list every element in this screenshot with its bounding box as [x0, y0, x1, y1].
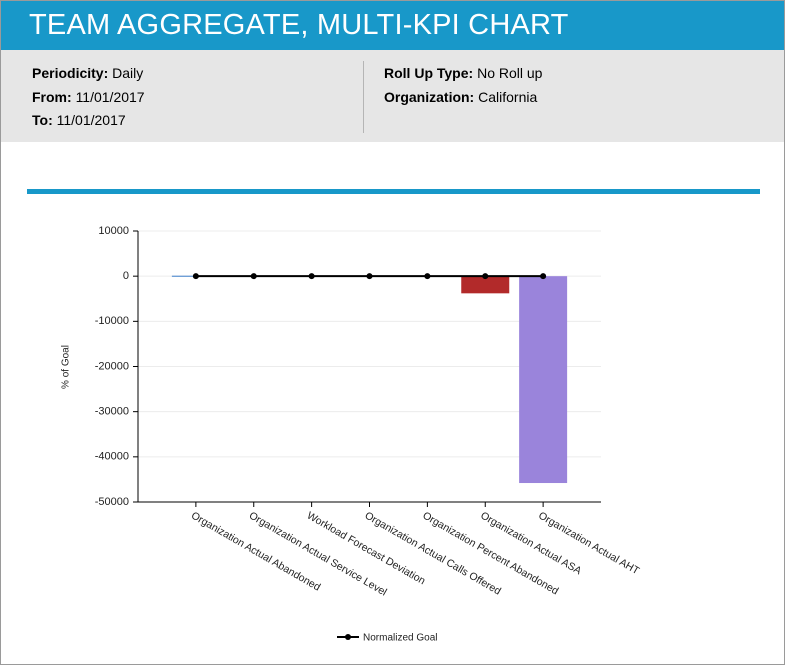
info-left: Periodicity: Daily From: 11/01/2017 To: … [32, 62, 145, 133]
info-row: Organization: California [384, 86, 542, 110]
info-value: California [478, 88, 538, 105]
line-point [366, 273, 373, 280]
info-value: 11/01/2017 [75, 88, 145, 105]
y-tick-label: -20000 [95, 360, 129, 372]
bar [461, 276, 510, 294]
section-rule [27, 189, 760, 194]
info-value: Daily [112, 65, 144, 81]
y-tick-label: -40000 [95, 451, 129, 463]
info-value: 11/01/2017 [56, 112, 126, 128]
line-point [250, 273, 257, 280]
info-row: To: 11/01/2017 [32, 109, 145, 133]
line-point [540, 273, 547, 280]
y-axis-label: % of Goal [61, 345, 72, 389]
y-tick-label: 0 [123, 270, 129, 282]
info-row: Roll Up Type: No Roll up [384, 62, 542, 86]
info-panel: Periodicity: Daily From: 11/01/2017 To: … [1, 50, 784, 142]
y-tick-label: -50000 [95, 496, 129, 508]
x-tick-label: Organization Actual ASA [478, 510, 583, 578]
bar [519, 276, 568, 484]
info-label: Periodicity: [32, 65, 109, 81]
title-bar: TEAM AGGREGATE, MULTI-KPI CHART [1, 1, 784, 50]
divider [363, 61, 364, 133]
info-label: From: [32, 88, 72, 105]
legend-label: Normalized Goal [363, 633, 437, 644]
info-label: Roll Up Type: [384, 65, 474, 81]
y-tick-label: -30000 [95, 406, 129, 418]
info-label: Organization: [384, 88, 475, 105]
info-right: Roll Up Type: No Roll up Organization: C… [384, 62, 542, 109]
report-title: TEAM AGGREGATE, MULTI-KPI CHART [29, 9, 569, 41]
info-row: From: 11/01/2017 [32, 86, 145, 110]
legend-marker [345, 634, 351, 640]
line-point [308, 273, 315, 280]
line-point [424, 273, 431, 280]
line-point [192, 273, 199, 280]
y-tick-label: 10000 [98, 225, 129, 237]
x-tick-label: Organization Actual AHT [536, 510, 642, 578]
info-value: No Roll up [477, 65, 543, 81]
info-label: To: [32, 112, 53, 128]
y-tick-label: -10000 [95, 315, 129, 327]
info-row: Periodicity: Daily [32, 62, 145, 86]
line-point [482, 273, 489, 280]
